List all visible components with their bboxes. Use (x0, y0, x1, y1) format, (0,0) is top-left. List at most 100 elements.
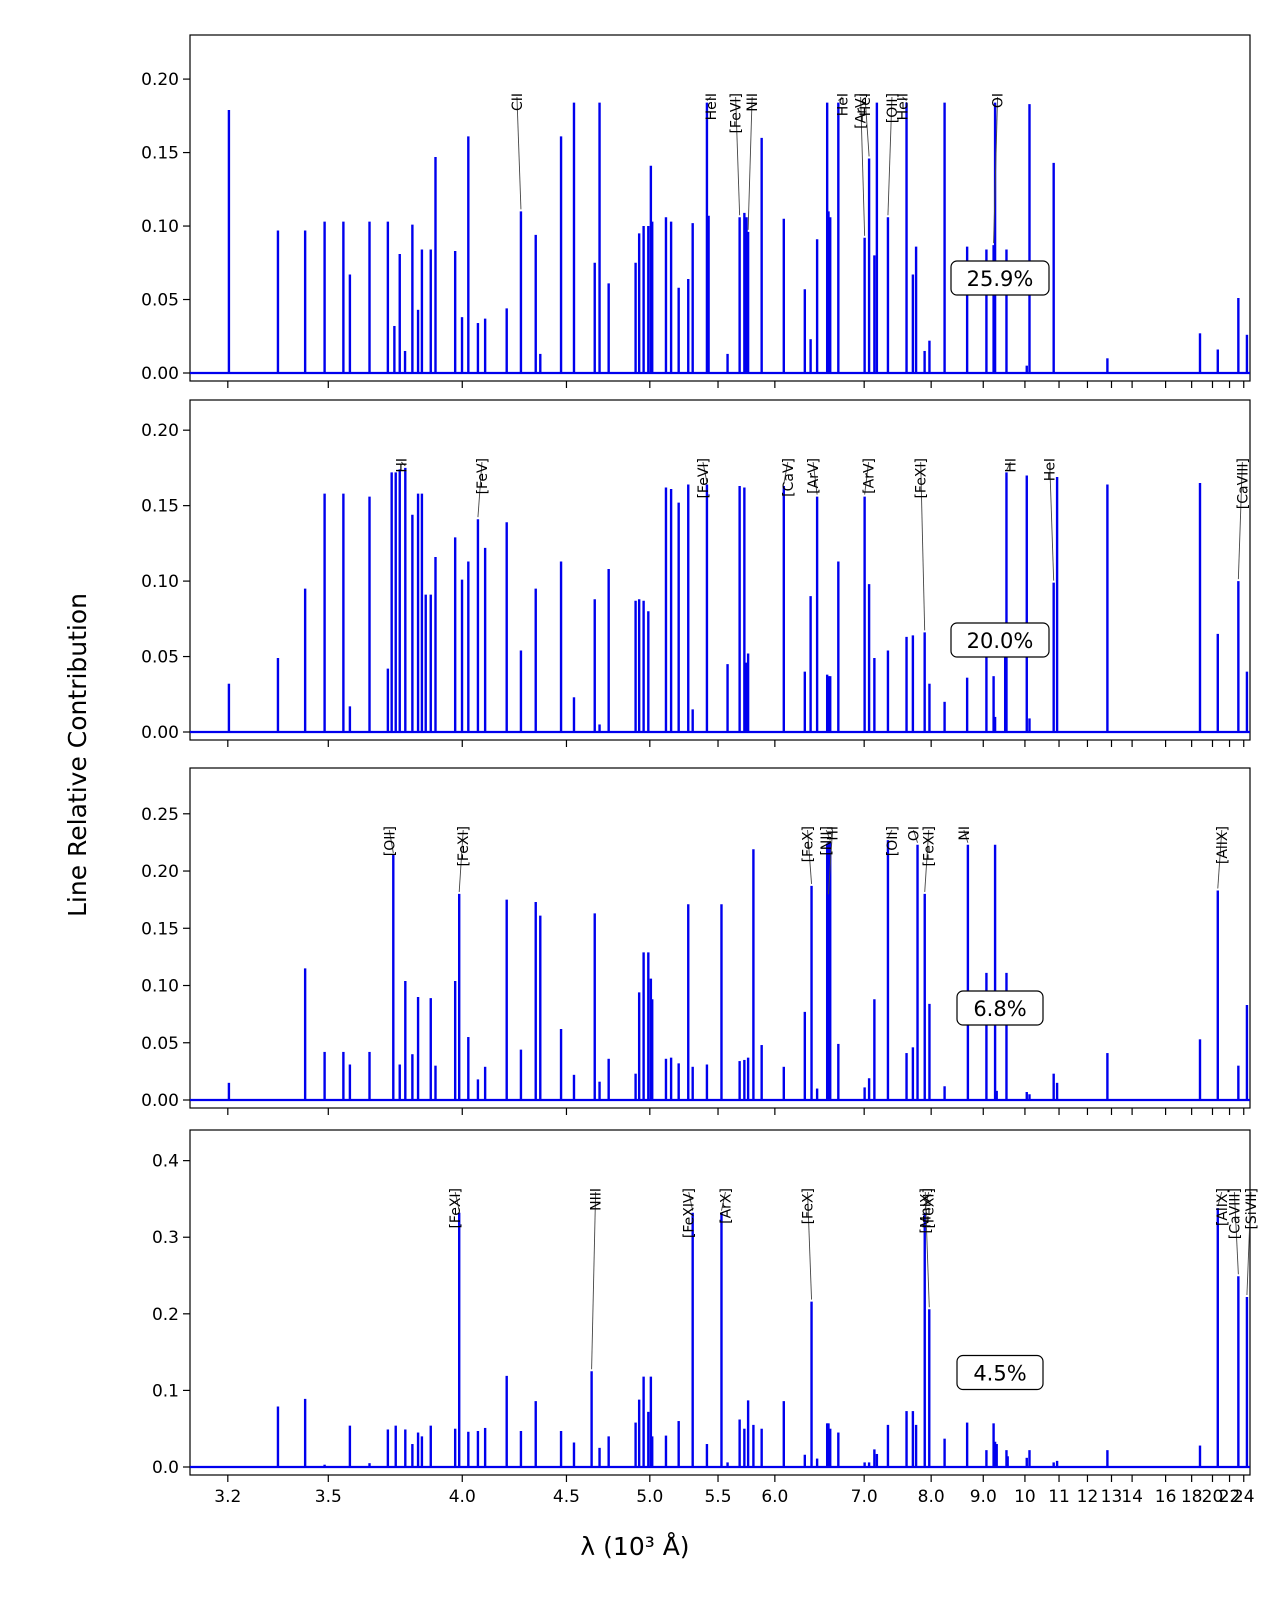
x-tick-label: 11 (1048, 1487, 1070, 1507)
annotation-label: HeII (704, 93, 720, 120)
y-tick-label: 0.25 (141, 805, 179, 825)
x-tick-label: 16 (1155, 1487, 1177, 1507)
annotation-leader (454, 1191, 460, 1211)
annotation-label: [NII] (819, 826, 835, 856)
annotation-label: CII (510, 93, 526, 111)
percent-label: 4.5% (973, 1362, 1026, 1386)
annotation-leader (807, 1191, 812, 1300)
y-tick-label: 0.20 (141, 421, 179, 441)
annotation-leader (591, 1191, 597, 1370)
annotation-leader (860, 96, 866, 236)
panel-2-frame (189, 399, 1251, 741)
y-tick-label: 0.00 (141, 723, 179, 743)
annotation-label: [ArV] (862, 458, 878, 494)
annotation-label: [OII] (885, 93, 901, 123)
y-tick-label: 0.0 (152, 1458, 179, 1478)
annotation-label: [CaV] (781, 458, 797, 497)
x-tick-label: 12 (1077, 1487, 1099, 1507)
annotation-label: [FeXI] (922, 826, 938, 867)
annotation-label: [FeXI] (914, 458, 930, 499)
y-tick-label: 0.00 (141, 1091, 179, 1111)
x-axis-label: λ (10³ Å) (580, 1532, 689, 1561)
annotation-label: [ArV] (806, 458, 822, 494)
x-tick-label: 10 (1014, 1487, 1036, 1507)
annotation-leader (706, 96, 712, 101)
annotation-leader (1246, 1191, 1252, 1295)
annotation-leader (913, 829, 918, 843)
x-tick-label: 3.2 (214, 1487, 241, 1507)
annotation-leader (812, 461, 818, 495)
annotation-label: [FeVI] (696, 458, 712, 499)
annotation-label: [FeX] (801, 826, 817, 862)
annotation-leader (702, 461, 708, 483)
annotation-label: [FeXI] (456, 826, 472, 867)
y-axis-label: Line Relative Contribution (63, 593, 92, 917)
annotation-label: [SiVII] (1244, 1188, 1260, 1230)
annotation-leader (1217, 829, 1223, 889)
panel-4-frame (189, 1129, 1251, 1476)
annotation-label: NI (957, 826, 973, 841)
y-tick-label: 0.05 (141, 648, 179, 668)
y-tick-label: 0.10 (141, 977, 179, 997)
annotation-label: [ArX] (718, 1188, 734, 1224)
annotation-leader (400, 461, 406, 467)
x-tick-label: 20 (1202, 1487, 1224, 1507)
percent-label: 6.8% (973, 997, 1026, 1021)
annotation-leader (1233, 1191, 1239, 1275)
x-tick-label: 3.5 (315, 1487, 342, 1507)
y-tick-label: 0.3 (152, 1228, 179, 1248)
y-tick-label: 0.20 (141, 862, 179, 882)
annotation-leader (864, 461, 870, 495)
annotation-label: [MnIX] (918, 1188, 934, 1234)
x-tick-label: 5.0 (636, 1487, 663, 1507)
annotation-leader (838, 96, 843, 101)
annotation-leader (924, 829, 930, 892)
x-tick-label: 9.0 (970, 1487, 997, 1507)
annotation-label: HeI (835, 93, 851, 116)
annotation-label: [CaVIII] (1227, 1188, 1243, 1239)
y-tick-label: 0.05 (141, 291, 179, 311)
annotation-leader (1006, 461, 1011, 471)
annotation-label: [FeX] (801, 1188, 817, 1224)
y-tick-label: 0.05 (141, 1034, 179, 1054)
annotation-leader (458, 829, 464, 892)
x-tick-label: 24 (1233, 1487, 1255, 1507)
panel-1-frame (189, 34, 1251, 382)
annotation-label: [CaVIII] (1235, 458, 1251, 509)
panel-3-frame (189, 767, 1251, 1109)
x-tick-label: 14 (1121, 1487, 1143, 1507)
x-tick-label: 18 (1181, 1487, 1203, 1507)
annotation-label: [FeVI] (729, 93, 745, 134)
x-tick-label: 22 (1219, 1487, 1241, 1507)
annotation-leader (735, 96, 741, 216)
x-tick-label: 13 (1101, 1487, 1123, 1507)
percent-box (956, 990, 1044, 1026)
annotation-label: HeI (858, 93, 874, 116)
annotation-label: HI (394, 458, 410, 473)
x-tick-label: 7.0 (851, 1487, 878, 1507)
annotation-label: OI (991, 93, 1007, 108)
x-tick-label: 8.0 (918, 1487, 945, 1507)
annotation-leader (477, 461, 483, 518)
percent-label: 20.0% (967, 629, 1034, 653)
annotation-leader (887, 829, 893, 839)
annotation-leader (721, 1191, 726, 1211)
annotation-label: [AlIX] (1215, 826, 1231, 864)
annotation-label: HI (825, 826, 841, 841)
annotation-leader (688, 1191, 694, 1211)
annotation-leader (924, 1191, 930, 1308)
percent-label: 25.9% (967, 267, 1034, 291)
y-tick-label: 0.15 (141, 144, 179, 164)
annotation-label: NIII (589, 1188, 605, 1211)
percent-box (950, 622, 1050, 658)
percent-box (956, 1354, 1044, 1391)
annotation-leader (825, 829, 831, 841)
y-tick-label: 0.1 (152, 1381, 179, 1401)
annotation-leader (887, 96, 893, 216)
annotation-label: HeI (1043, 458, 1059, 481)
annotation-label: OI (907, 826, 923, 841)
x-tick-label: 4.5 (553, 1487, 580, 1507)
x-tick-label: 5.5 (704, 1487, 731, 1507)
